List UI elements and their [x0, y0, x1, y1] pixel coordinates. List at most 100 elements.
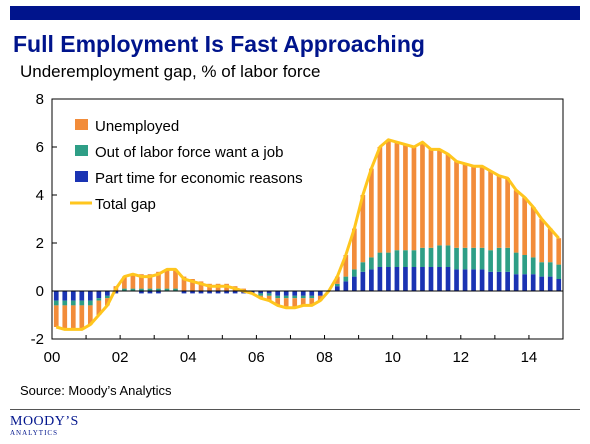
bar-segment [369, 257, 374, 270]
bar-segment [420, 267, 425, 291]
bar-segment [292, 291, 298, 296]
bar-segment [79, 291, 85, 301]
x-tick-label: 14 [521, 349, 538, 366]
bar-segment [428, 149, 434, 248]
bar-segment [505, 178, 510, 248]
bar-segment [122, 276, 127, 289]
legend-swatch [75, 145, 88, 156]
chart-subtitle: Underemployment gap, % of labor force [20, 62, 321, 81]
bar-segment [70, 291, 76, 301]
bar-segment [411, 250, 417, 267]
bar-segment [522, 274, 528, 291]
bar-segment [275, 298, 281, 306]
bar-segment [377, 147, 383, 253]
bar-segment [309, 298, 315, 306]
bar-segment [139, 291, 144, 294]
bar-segment [139, 288, 144, 291]
bar-segment [130, 288, 136, 291]
bar-segment [147, 288, 153, 291]
bar-segment [547, 276, 553, 291]
bar-segment [411, 147, 417, 251]
footer-divider [10, 409, 580, 410]
bar-segment [454, 247, 459, 270]
bar-segment [266, 293, 272, 296]
bar-segment [556, 238, 562, 265]
bar-segment [539, 262, 545, 277]
brand-top-bar [10, 6, 580, 20]
page-title: Full Employment Is Fast Approaching [13, 31, 425, 57]
x-tick-label: 12 [452, 349, 469, 366]
bar-segment [181, 276, 187, 291]
bar-segment [334, 276, 340, 284]
bar-segment [292, 295, 298, 299]
bar-segment [343, 276, 349, 282]
bar-segment [96, 291, 102, 299]
bar-segment [386, 252, 391, 267]
logo-line-1: MOODY’S [10, 414, 79, 429]
bar-segment [556, 264, 562, 279]
bar-segment [79, 300, 85, 306]
bar-segment [547, 262, 553, 277]
bar-segment [70, 305, 76, 330]
bar-segment [513, 252, 519, 275]
bar-segment [317, 295, 323, 301]
bar-segment [309, 295, 315, 299]
bar-segment [266, 295, 272, 301]
bar-segment [79, 305, 85, 330]
bar-segment [87, 300, 93, 306]
bar-segment [105, 291, 110, 296]
y-tick-label: 0 [36, 283, 44, 300]
bar-segment [232, 291, 238, 294]
bar-segment [173, 288, 178, 291]
bar-segment [377, 252, 383, 267]
bar-segment [147, 291, 153, 294]
y-tick-label: 6 [36, 139, 44, 156]
legend-swatch [75, 171, 88, 182]
bar-segment [411, 267, 417, 291]
bar-segment [403, 267, 408, 291]
bar-segment [437, 267, 442, 291]
bar-segment [53, 300, 59, 306]
bar-segment [139, 274, 144, 289]
bar-segment [292, 298, 298, 308]
bar-segment [530, 257, 536, 275]
plot-frame [51, 98, 564, 340]
bar-segment [428, 267, 434, 291]
x-tick-label: 02 [112, 349, 129, 366]
legend-label: Total gap [95, 196, 156, 213]
total-gap-line [55, 138, 560, 331]
bar-segment [488, 271, 493, 291]
bar-segment [147, 274, 153, 289]
bar-segment [539, 219, 545, 263]
bar-segment [198, 281, 204, 291]
bar-segment [70, 300, 76, 306]
bar-segment [122, 288, 127, 291]
bar-segment [62, 305, 68, 330]
bar-segment [488, 250, 493, 272]
bar-segment [266, 291, 272, 294]
bar-segment [479, 247, 485, 270]
bar-segment [62, 291, 68, 301]
bar-segment [300, 298, 306, 306]
bar-segment [556, 279, 562, 291]
legend-label: Part time for economic reasons [95, 170, 303, 187]
bar-segment [334, 283, 340, 287]
bar-segment [420, 142, 425, 248]
bar-segment [173, 269, 178, 289]
bar-segment [496, 247, 502, 272]
y-tick-label: 2 [36, 235, 44, 252]
x-tick-label: 00 [44, 349, 61, 366]
bar-segment [471, 166, 476, 248]
y-tick-label: 8 [36, 91, 44, 108]
bar-segment [275, 295, 281, 299]
bar-segment [394, 142, 400, 251]
bar-segment [377, 267, 383, 291]
bar-segment [275, 291, 281, 296]
bar-segment [62, 300, 68, 306]
bar-segment [343, 255, 349, 277]
bar-segment [258, 291, 264, 294]
legend-label: Out of labor force want a job [95, 144, 283, 161]
bar-segment [530, 207, 536, 258]
bar-segment [96, 300, 102, 315]
